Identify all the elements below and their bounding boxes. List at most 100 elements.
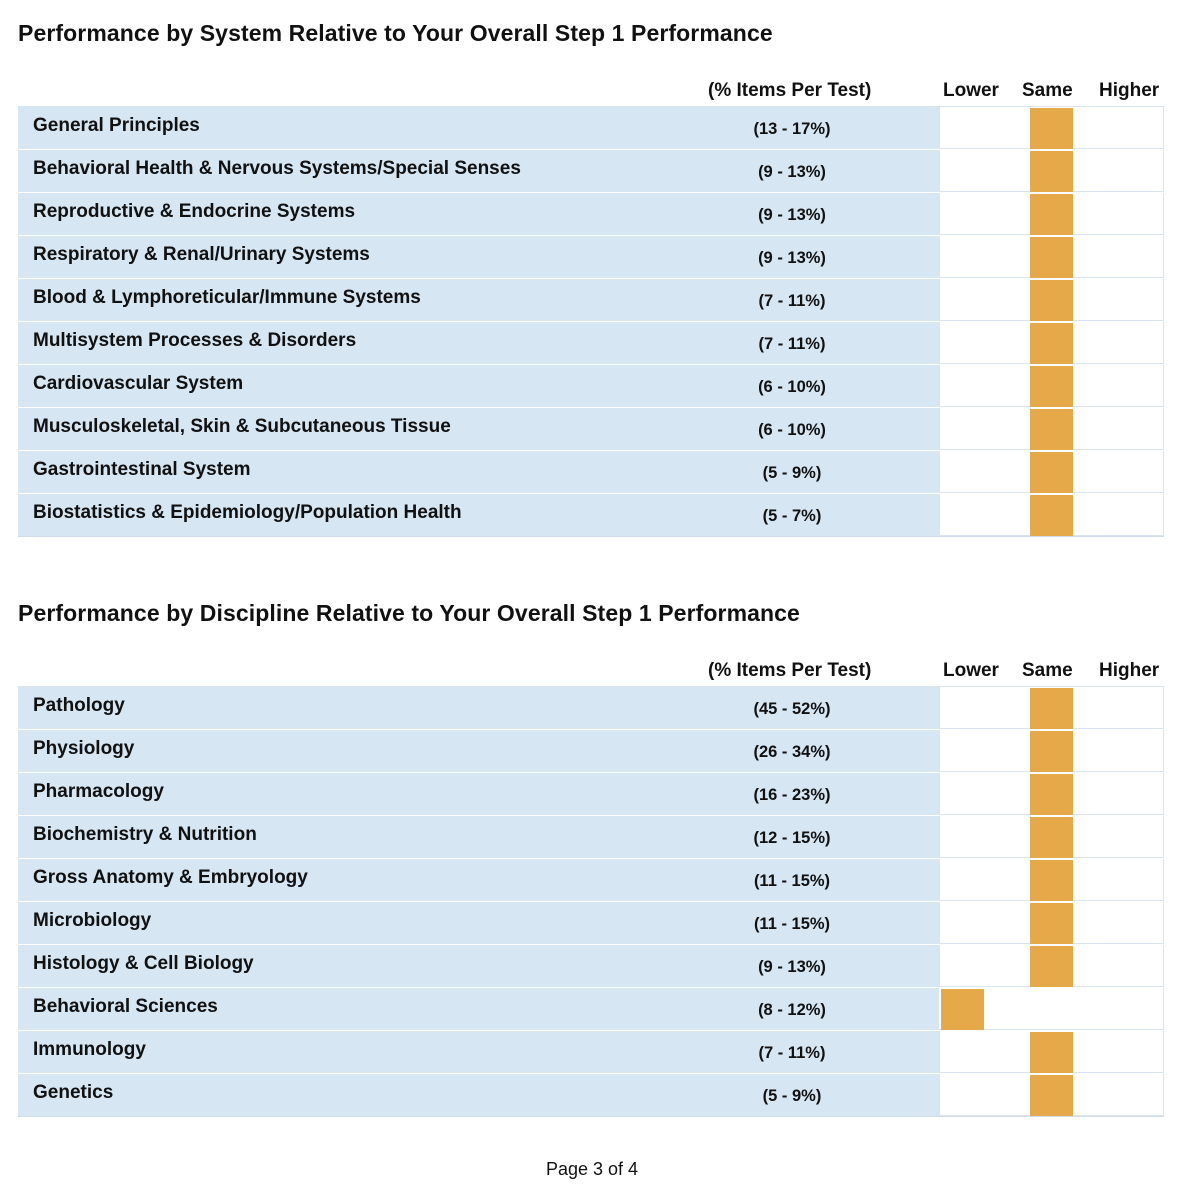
row-pct: (6 - 10%) — [758, 378, 826, 396]
table-header: (% Items Per Test) Lower Same Higher — [18, 78, 1164, 106]
performance-bar-same — [1030, 452, 1074, 493]
row-label-cell: Immunology (7 - 11%) — [18, 1031, 940, 1073]
grid-line — [939, 107, 941, 149]
row-pct: (9 - 13%) — [758, 958, 826, 976]
table-row: Microbiology (11 - 15%) — [18, 902, 1164, 945]
grid-line — [939, 687, 941, 729]
table-header: (% Items Per Test) Lower Same Higher — [18, 658, 1164, 686]
table-row: Respiratory & Renal/Urinary Systems (9 - … — [18, 236, 1164, 279]
row-label: Pathology — [33, 695, 125, 716]
row-label-cell: General Principles (13 - 17%) — [18, 107, 940, 149]
row-label-cell: Pharmacology (16 - 23%) — [18, 773, 940, 815]
table-row: Blood & Lymphoreticular/Immune Systems (7… — [18, 279, 1164, 322]
row-label: Reproductive & Endocrine Systems — [33, 201, 356, 222]
system-table: General Principles (13 - 17%) Behavioral H… — [18, 106, 1164, 537]
performance-bar-same — [1030, 1032, 1074, 1073]
discipline-performance-section: Performance by Discipline Relative to Yo… — [18, 596, 1164, 1117]
row-label-cell: Multisystem Processes & Disorders (7 - 11… — [18, 322, 940, 364]
row-pct: (9 - 13%) — [758, 163, 826, 181]
row-pct: (5 - 9%) — [762, 464, 822, 482]
grid-line — [939, 236, 941, 278]
row-pct: (8 - 12%) — [758, 1001, 826, 1019]
row-label-cell: Blood & Lymphoreticular/Immune Systems (7… — [18, 279, 940, 321]
performance-cell — [939, 322, 1164, 364]
table-row: Pharmacology (16 - 23%) — [18, 773, 1164, 816]
header-lower: Lower — [943, 660, 999, 681]
performance-bar-same — [1030, 903, 1074, 944]
row-label-cell: Biochemistry & Nutrition (12 - 15%) — [18, 816, 940, 858]
row-label-cell: Cardiovascular System (6 - 10%) — [18, 365, 940, 407]
grid-line — [939, 494, 941, 536]
performance-cell — [939, 816, 1164, 858]
grid-line — [939, 1031, 941, 1073]
row-pct: (5 - 7%) — [762, 507, 822, 525]
grid-line — [939, 365, 941, 407]
row-label: Blood & Lymphoreticular/Immune Systems — [33, 287, 421, 308]
table-row: Histology & Cell Biology (9 - 13%) — [18, 945, 1164, 988]
row-pct: (13 - 17%) — [753, 120, 831, 138]
row-label: Behavioral Sciences — [33, 996, 218, 1017]
performance-bar-same — [1030, 366, 1074, 407]
performance-bar-same — [1030, 946, 1074, 987]
performance-bar-same — [1030, 495, 1074, 536]
header-same: Same — [1022, 660, 1073, 681]
performance-cell — [939, 859, 1164, 901]
performance-bar-same — [1030, 237, 1074, 278]
table-row: Cardiovascular System (6 - 10%) — [18, 365, 1164, 408]
grid-line — [939, 451, 941, 493]
section-title: Performance by System Relative to Your O… — [18, 20, 773, 46]
header-lower: Lower — [943, 80, 999, 101]
performance-cell — [939, 902, 1164, 944]
performance-bar-same — [1030, 817, 1074, 858]
row-label: Biochemistry & Nutrition — [33, 824, 257, 845]
performance-bar-same — [1030, 194, 1074, 235]
row-pct: (11 - 15%) — [753, 915, 831, 933]
performance-cell — [939, 365, 1164, 407]
row-pct: (12 - 15%) — [753, 829, 831, 847]
row-label: Genetics — [33, 1082, 114, 1103]
row-label: Microbiology — [33, 910, 152, 931]
header-same: Same — [1022, 80, 1073, 101]
grid-line — [939, 816, 941, 858]
table-row: Pathology (45 - 52%) — [18, 687, 1164, 730]
grid-line — [939, 193, 941, 235]
table-row: Genetics (5 - 9%) — [18, 1074, 1164, 1117]
header-pct: (% Items Per Test) — [708, 660, 872, 681]
row-label-cell: Behavioral Sciences (8 - 12%) — [18, 988, 940, 1030]
table-row: Behavioral Health & Nervous Systems/Spec… — [18, 150, 1164, 193]
row-label: Histology & Cell Biology — [33, 953, 254, 974]
table-row: Immunology (7 - 11%) — [18, 1031, 1164, 1074]
row-label-cell: Reproductive & Endocrine Systems (9 - 13%… — [18, 193, 940, 235]
row-label-cell: Respiratory & Renal/Urinary Systems (9 - … — [18, 236, 940, 278]
row-label: Multisystem Processes & Disorders — [33, 330, 357, 351]
row-label: Physiology — [33, 738, 135, 759]
row-label-cell: Musculoskeletal, Skin & Subcutaneous Tis… — [18, 408, 940, 450]
performance-bar-same — [1030, 409, 1074, 450]
row-label-cell: Biostatistics & Epidemiology/Population … — [18, 494, 940, 536]
table-row: Multisystem Processes & Disorders (7 - 11… — [18, 322, 1164, 365]
performance-cell — [939, 408, 1164, 450]
row-label: Gross Anatomy & Embryology — [33, 867, 308, 888]
row-label-cell: Histology & Cell Biology (9 - 13%) — [18, 945, 940, 987]
grid-line — [939, 1074, 941, 1116]
row-pct: (7 - 11%) — [758, 292, 826, 310]
performance-cell — [939, 193, 1164, 235]
table-row: Musculoskeletal, Skin & Subcutaneous Tis… — [18, 408, 1164, 451]
row-label: General Principles — [33, 115, 200, 136]
row-pct: (9 - 13%) — [758, 206, 826, 224]
performance-cell — [939, 150, 1164, 192]
row-pct: (45 - 52%) — [753, 700, 831, 718]
grid-line — [939, 322, 941, 364]
page-footer: Page 3 of 4 — [545, 1159, 639, 1179]
table-row: General Principles (13 - 17%) — [18, 107, 1164, 150]
row-label: Respiratory & Renal/Urinary Systems — [33, 244, 370, 265]
row-label: Pharmacology — [33, 781, 164, 802]
performance-cell — [939, 988, 1164, 1030]
performance-bar-same — [1030, 280, 1074, 321]
row-label-cell: Gross Anatomy & Embryology (11 - 15%) — [18, 859, 940, 901]
table-row: Reproductive & Endocrine Systems (9 - 13%… — [18, 193, 1164, 236]
table-row: Biostatistics & Epidemiology/Population … — [18, 494, 1164, 537]
row-pct: (6 - 10%) — [758, 421, 826, 439]
grid-line — [939, 730, 941, 772]
performance-bar-same — [1030, 731, 1074, 772]
